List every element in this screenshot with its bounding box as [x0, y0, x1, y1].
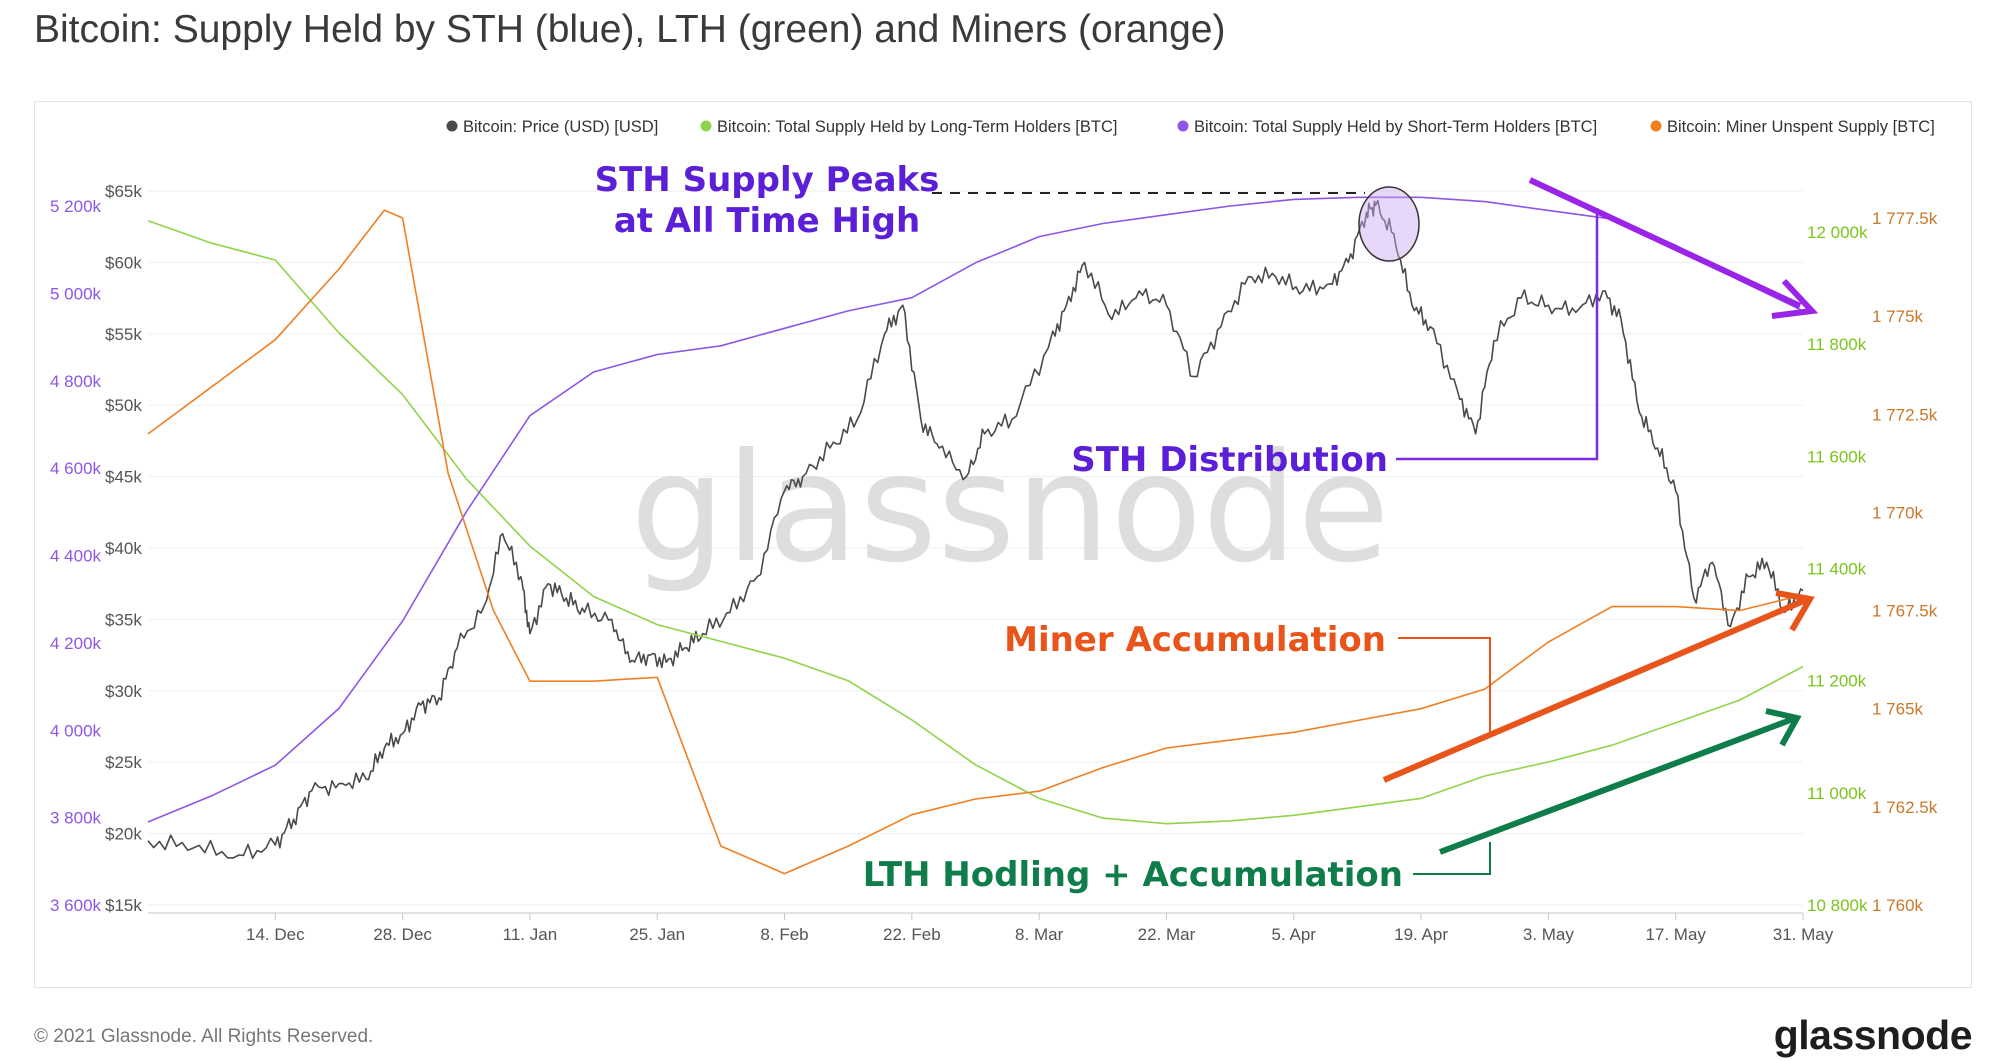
miner-axis-tick-label: 1 765k	[1872, 700, 1924, 719]
price-axis-tick-label: $60k	[105, 253, 142, 272]
x-axis-tick-label: 25. Jan	[629, 925, 685, 944]
lth-axis-tick-label: 11 600k	[1807, 447, 1867, 466]
x-axis-tick-label: 19. Apr	[1394, 925, 1448, 944]
annotation-sth-peak-line-2: at All Time High	[614, 201, 920, 241]
x-axis-tick-label: 22. Feb	[883, 925, 941, 944]
annotation-sth-distribution: STH Distribution	[1071, 440, 1388, 480]
miner-axis-tick-label: 1 777.5k	[1872, 209, 1938, 228]
miner-accumulation-bracket	[1398, 637, 1491, 733]
x-axis-tick-label: 22. Mar	[1138, 925, 1196, 944]
miner-trend-arrowhead	[1775, 590, 1815, 632]
legend-label-miner: Bitcoin: Miner Unspent Supply [BTC]	[1667, 118, 1935, 136]
lth-axis-tick-label: 11 800k	[1807, 335, 1867, 354]
series-lines	[147, 196, 1804, 875]
legend-marker-miner	[1650, 120, 1662, 132]
legend-label-sth: Bitcoin: Total Supply Held by Short-Term…	[1194, 118, 1597, 136]
legend[interactable]: Bitcoin: Price (USD) [USD] Bitcoin: Total…	[446, 118, 1935, 136]
x-axis-tick-label: 17. May	[1645, 925, 1706, 944]
price-axis-tick-label: $55k	[105, 325, 142, 344]
price-axis-tick-label: $40k	[105, 539, 142, 558]
x-axis-tick-label: 28. Dec	[373, 925, 432, 944]
price-axis-tick-label: $15k	[105, 896, 142, 915]
lth-axis-tick-label: 11 400k	[1807, 560, 1867, 579]
chart-frame	[34, 101, 1972, 988]
x-axis-tick-label: 8. Mar	[1015, 925, 1064, 944]
miner-axis-tick-label: 1 772.5k	[1872, 405, 1938, 424]
sth-axis-tick-label: 4 400k	[50, 547, 102, 566]
series-line-lth	[147, 220, 1804, 825]
price-axis-tick-label: $45k	[105, 468, 142, 487]
series-line-price	[147, 199, 1804, 860]
series-line-miner	[147, 209, 1804, 875]
legend-label-lth: Bitcoin: Total Supply Held by Long-Term …	[717, 118, 1117, 136]
x-axis-tick-label: 31. May	[1773, 925, 1834, 944]
annotation-miner-accumulation: Miner Accumulation	[1004, 620, 1386, 660]
x-axis-tick-label: 8. Feb	[760, 925, 808, 944]
axes: 14. Dec 28. Dec 11. Jan 25. Jan 8. Feb 22. Fe…	[50, 182, 1938, 944]
legend-marker-lth	[700, 120, 712, 132]
annotations: STH Supply Peaks at All Time High STH Di…	[595, 160, 1819, 895]
lth-axis-tick-label: 11 000k	[1807, 784, 1867, 803]
sth-axis-tick-label: 3 800k	[50, 809, 102, 828]
price-axis-tick-label: $35k	[105, 610, 142, 629]
sth-trend-arrowhead	[1771, 278, 1819, 319]
miner-axis-tick-label: 1 770k	[1872, 503, 1924, 522]
lth-axis-tick-label: 11 200k	[1807, 672, 1867, 691]
sth-axis-tick-label: 5 200k	[50, 197, 102, 216]
lth-axis-tick-label: 10 800k	[1807, 896, 1868, 915]
sth-trend-arrow	[1528, 177, 1802, 309]
price-axis-tick-label: $50k	[105, 396, 142, 415]
annotation-lth-hodling: LTH Hodling + Accumulation	[863, 855, 1403, 895]
lth-accumulation-bracket	[1413, 842, 1491, 875]
miner-axis-tick-label: 1 775k	[1872, 307, 1924, 326]
price-axis-tick-label: $65k	[105, 182, 142, 201]
miner-trend-arrow	[1382, 597, 1808, 783]
x-axis-tick-label: 11. Jan	[503, 925, 558, 944]
sth-distribution-bracket	[1396, 208, 1599, 461]
watermark: glassnode	[630, 422, 1389, 596]
legend-marker-price	[446, 120, 458, 132]
miner-axis-tick-label: 1 767.5k	[1872, 602, 1938, 621]
x-axis-tick-label: 3. May	[1523, 925, 1575, 944]
sth-axis-tick-label: 4 800k	[50, 372, 102, 391]
annotation-sth-peak-line-1: STH Supply Peaks	[595, 160, 940, 200]
footer-brand-logo: glassnode	[1773, 1012, 1973, 1058]
sth-axis-tick-label: 3 600k	[50, 896, 102, 915]
sth-axis-tick-label: 5 000k	[50, 284, 102, 303]
page-title: Bitcoin: Supply Held by STH (blue), LTH …	[34, 8, 1226, 51]
legend-label-price: Bitcoin: Price (USD) [USD]	[463, 118, 658, 136]
lth-axis-tick-label: 12 000k	[1807, 223, 1868, 242]
lth-trend-arrowhead	[1765, 708, 1802, 747]
sth-axis-tick-label: 4 200k	[50, 634, 102, 653]
sth-axis-tick-label: 4 600k	[50, 459, 102, 478]
x-axis-tick-label: 14. Dec	[246, 925, 305, 944]
series-line-sth	[147, 196, 1804, 823]
price-axis-tick-label: $20k	[105, 825, 142, 844]
lth-trend-arrow	[1438, 716, 1795, 855]
price-axis-tick-label: $30k	[105, 682, 142, 701]
footer-copyright: © 2021 Glassnode. All Rights Reserved.	[34, 1026, 374, 1047]
miner-axis-tick-label: 1 762.5k	[1872, 798, 1938, 817]
legend-marker-sth	[1177, 120, 1189, 132]
ath-highlight-circle	[1358, 186, 1420, 262]
x-axis-tick-label: 5. Apr	[1272, 925, 1317, 944]
miner-axis-tick-label: 1 760k	[1872, 896, 1924, 915]
sth-axis-tick-label: 4 000k	[50, 721, 102, 740]
price-axis-tick-label: $25k	[105, 753, 142, 772]
